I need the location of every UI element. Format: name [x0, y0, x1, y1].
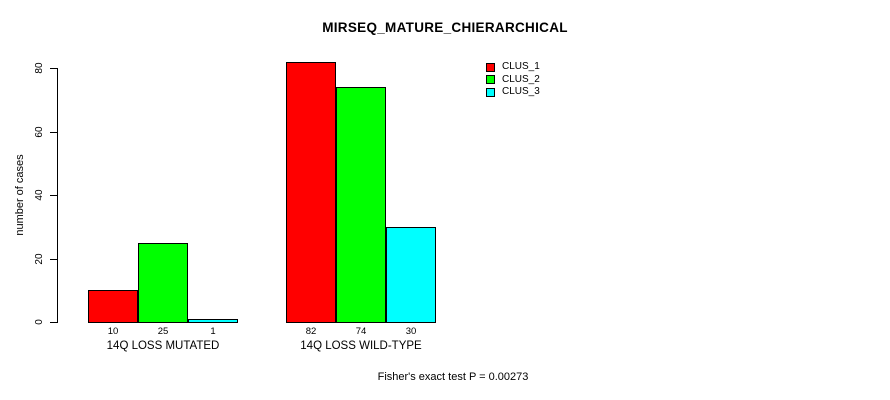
legend: CLUS_1 CLUS_2 CLUS_3	[486, 61, 540, 99]
x-category-label: 14Q LOSS WILD-TYPE	[300, 340, 422, 352]
y-axis-tick	[50, 322, 57, 323]
bar-clus_2	[138, 243, 188, 323]
bar-value-label: 82	[305, 326, 317, 337]
bar-value-label: 1	[210, 326, 216, 337]
legend-item-label: CLUS_1	[502, 61, 540, 73]
legend-item-label: CLUS_3	[502, 86, 540, 98]
bar-clus_3	[386, 227, 436, 323]
legend-item: CLUS_2	[486, 74, 540, 87]
y-axis-tick-label: 0	[34, 319, 45, 325]
legend-item: CLUS_3	[486, 86, 540, 99]
chart-title: MIRSEQ_MATURE_CHIERARCHICAL	[322, 20, 568, 35]
y-axis-tick-label: 20	[34, 252, 45, 265]
fisher-test-annotation: Fisher's exact test P = 0.00273	[377, 371, 529, 383]
y-axis-line	[57, 68, 58, 323]
legend-color-swatch	[486, 75, 495, 85]
legend-item: CLUS_1	[486, 61, 540, 74]
y-axis-tick	[50, 131, 57, 133]
bar-clus_1	[88, 290, 138, 323]
bar-clus_2	[336, 87, 386, 323]
y-axis-tick-label: 40	[34, 189, 45, 201]
y-axis-tick	[50, 68, 57, 69]
bar-value-label: 25	[157, 326, 169, 337]
bar-value-label: 10	[107, 326, 119, 337]
y-axis-title: number of cases	[14, 154, 26, 236]
bar-value-label: 30	[405, 326, 417, 337]
legend-item-label: CLUS_2	[502, 73, 540, 85]
y-axis-tick-label: 60	[34, 125, 45, 138]
legend-color-swatch	[486, 62, 495, 72]
y-axis-tick	[50, 258, 57, 260]
bar-value-label: 74	[355, 326, 367, 337]
legend-color-swatch	[486, 87, 495, 97]
y-axis-tick-label: 80	[34, 62, 45, 74]
y-axis-tick	[50, 195, 57, 196]
x-category-label: 14Q LOSS MUTATED	[106, 340, 220, 352]
bar-clus_3	[188, 319, 238, 323]
bar-clus_1	[286, 62, 336, 323]
